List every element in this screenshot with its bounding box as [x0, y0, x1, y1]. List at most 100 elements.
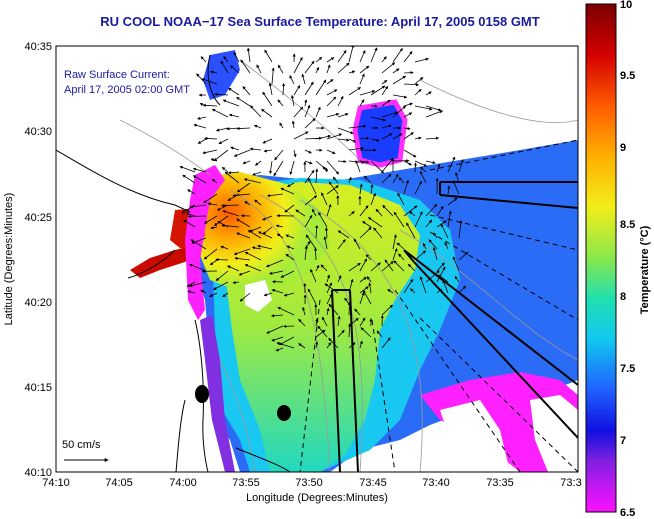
- current-vector: [370, 262, 381, 272]
- current-vector: [304, 118, 316, 129]
- no-data-south-2: [530, 395, 578, 472]
- current-vector: [403, 149, 417, 158]
- current-vector: [279, 122, 284, 129]
- current-vector: [414, 136, 422, 140]
- sst-warm-core: [195, 172, 330, 292]
- current-vector: [222, 292, 229, 298]
- current-vector: [304, 60, 315, 74]
- current-vector: [182, 174, 196, 184]
- current-vector: [458, 285, 467, 294]
- current-vector: [355, 160, 361, 173]
- current-vector: [373, 227, 383, 239]
- current-vector: [291, 120, 295, 129]
- current-vector: [359, 317, 366, 327]
- current-vector: [286, 245, 295, 250]
- no-data-coastal: [245, 280, 272, 312]
- x-tick-label: 73:35: [486, 477, 514, 489]
- station-marker: [195, 385, 209, 403]
- current-vector: [436, 262, 445, 272]
- current-vector: [271, 336, 284, 342]
- current-vector: [276, 233, 284, 239]
- lane-dashed-boundaries: [299, 139, 578, 472]
- current-vector: [328, 337, 339, 349]
- x-axis-label: Longitude (Degrees:Minutes): [246, 492, 388, 504]
- current-vector: [304, 245, 308, 261]
- current-vector: [359, 286, 369, 294]
- current-vector: [436, 205, 444, 217]
- current-vector: [392, 75, 407, 85]
- current-vector: [337, 50, 347, 63]
- current-vector: [326, 293, 333, 305]
- current-vector: [209, 292, 218, 297]
- current-vector: [304, 169, 315, 184]
- current-vector: [381, 261, 394, 272]
- current-vector: [187, 189, 196, 195]
- current-vector: [228, 113, 240, 118]
- current-vector: [425, 219, 433, 228]
- current-vector: [244, 201, 251, 206]
- colorbar-label: Temperature (°C): [639, 225, 651, 314]
- current-vector: [293, 131, 309, 140]
- current-vector: [425, 270, 440, 283]
- current-vector: [382, 204, 394, 217]
- sst-north-patch: [355, 102, 405, 165]
- current-vector: [414, 180, 422, 195]
- current-vector: [359, 258, 367, 272]
- current-vector: [318, 211, 328, 228]
- current-vector: [293, 149, 297, 158]
- current-vector: [433, 232, 438, 239]
- current-vector: [359, 73, 365, 85]
- current-vector: [403, 51, 413, 63]
- current-vector: [222, 210, 240, 217]
- current-vector: [370, 116, 387, 122]
- current-vector: [458, 251, 469, 261]
- current-vector: [393, 260, 405, 272]
- current-vector: [422, 242, 427, 250]
- current-vector: [183, 219, 196, 228]
- current-vector: [289, 75, 295, 85]
- current-vector: [413, 162, 418, 173]
- current-vector: [348, 262, 361, 272]
- legend-line-2: April 17, 2005 02:00 GMT: [64, 84, 190, 96]
- current-vector: [370, 192, 376, 206]
- current-vector: [392, 133, 403, 140]
- current-vector: [419, 166, 427, 173]
- current-vector: [179, 165, 196, 173]
- current-vector: [368, 282, 372, 294]
- current-vector: [210, 226, 218, 230]
- current-vector: [403, 126, 411, 131]
- current-vector: [285, 253, 295, 261]
- current-vector: [326, 203, 332, 217]
- current-vector: [280, 187, 295, 195]
- current-vector: [387, 289, 394, 294]
- current-vector: [236, 96, 251, 107]
- coastline: [56, 54, 291, 472]
- current-vector: [242, 160, 251, 165]
- current-vector: [367, 217, 383, 228]
- current-vector: [396, 242, 405, 250]
- current-vector: [359, 292, 365, 305]
- current-vector: [326, 112, 340, 118]
- x-tick-label: 73:40: [422, 477, 450, 489]
- sst-cold-fringe-coast: [200, 315, 235, 472]
- current-vector: [454, 275, 460, 283]
- current-vector: [359, 205, 369, 217]
- current-vector: [313, 247, 318, 261]
- current-vector: [365, 254, 372, 261]
- current-vector: [236, 126, 251, 131]
- current-vector: [192, 175, 207, 184]
- current-vector: [414, 250, 427, 261]
- bathymetry-contours: [119, 59, 578, 472]
- current-vector: [381, 111, 399, 118]
- current-vector: [332, 176, 339, 184]
- current-vector: [200, 289, 207, 294]
- current-vector: [337, 62, 350, 74]
- x-tick-label: 73:50: [295, 477, 323, 489]
- current-vector: [258, 231, 273, 239]
- current-vector: [381, 99, 391, 107]
- current-vector: [326, 89, 338, 96]
- current-vector: [447, 210, 452, 228]
- y-tick-label: 40:25: [24, 212, 52, 224]
- current-vector: [192, 167, 207, 173]
- current-vector: [410, 288, 416, 294]
